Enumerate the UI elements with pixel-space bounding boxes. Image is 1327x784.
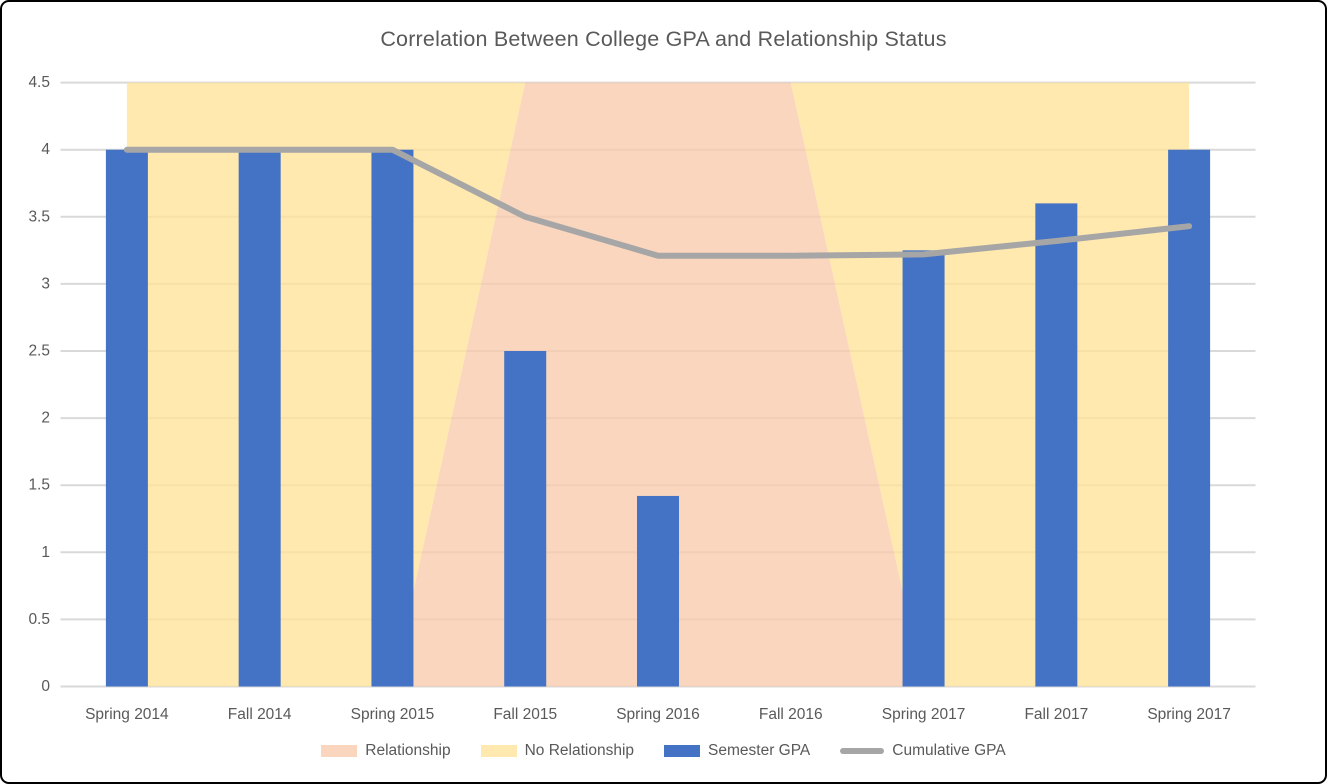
x-axis-label: Fall 2015	[493, 706, 557, 723]
y-axis-label: 4	[41, 141, 50, 158]
legend-label: No Relationship	[524, 742, 635, 759]
chart-legend: Relationship No Relationship Semester GPA C…	[2, 742, 1325, 760]
bar-semester-gpa	[238, 149, 281, 687]
legend-label: Relationship	[365, 742, 451, 759]
legend-label: Semester GPA	[708, 742, 811, 759]
bar-semester-gpa	[637, 495, 679, 687]
y-axis-label: 2	[41, 410, 50, 427]
chart-title: Correlation Between College GPA and Rela…	[380, 27, 947, 51]
y-axis-label: 3	[41, 275, 50, 292]
x-axis-label: Spring 2016	[616, 706, 700, 723]
x-axis-label: Spring 2014	[85, 706, 169, 723]
y-axis-label: 0	[41, 678, 50, 695]
y-axis-label: 4.5	[28, 74, 50, 91]
legend-item-relationship: Relationship	[321, 742, 451, 760]
legend-swatch-no-relationship-icon	[480, 745, 517, 757]
bar-semester-gpa	[105, 149, 148, 687]
bar-semester-gpa	[504, 351, 547, 687]
x-axis-label: Spring 2017	[882, 706, 966, 723]
legend-item-no-relationship: No Relationship	[480, 742, 635, 760]
bar-semester-gpa	[371, 149, 414, 687]
y-axis-label: 1.5	[28, 477, 50, 494]
x-axis-label: Spring 2017	[1147, 706, 1231, 723]
x-axis-label: Fall 2017	[1024, 706, 1088, 723]
legend-label: Cumulative GPA	[892, 742, 1006, 759]
legend-item-semester-gpa: Semester GPA	[664, 742, 810, 760]
x-axis-label: Fall 2014	[228, 706, 292, 723]
legend-swatch-relationship-icon	[321, 745, 358, 757]
y-axis-label: 1	[41, 544, 50, 561]
legend-item-cumulative-gpa: Cumulative GPA	[840, 742, 1006, 760]
area-relationship	[126, 82, 1190, 687]
y-axis-label: 3.5	[28, 208, 50, 225]
x-axis-label: Spring 2015	[351, 706, 435, 723]
y-axis-label: 0.5	[28, 611, 50, 628]
bar-semester-gpa	[1168, 149, 1211, 687]
bar-semester-gpa	[902, 250, 945, 687]
cumulative-gpa-line	[123, 146, 1193, 259]
legend-swatch-semester-gpa-icon	[664, 745, 701, 757]
y-axis-label: 2.5	[28, 343, 50, 360]
bar-semester-gpa	[1035, 203, 1078, 687]
x-axis-label: Fall 2016	[759, 706, 823, 723]
legend-swatch-cumulative-gpa-icon	[840, 748, 885, 754]
